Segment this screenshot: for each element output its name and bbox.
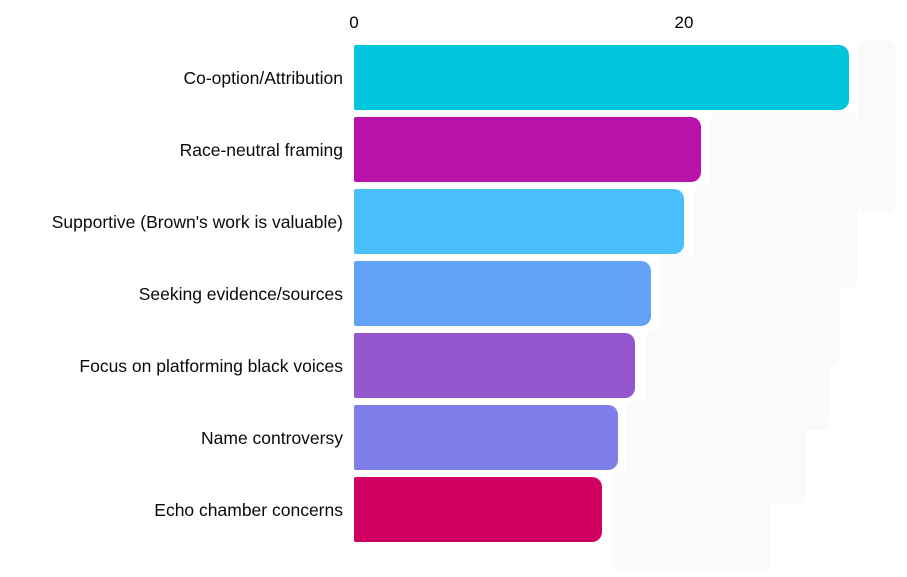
- chart-row: Echo chamber concerns: [0, 477, 907, 542]
- bar: [354, 117, 701, 182]
- background-artifact-step: [858, 40, 896, 213]
- chart-row: Supportive (Brown's work is valuable): [0, 189, 907, 254]
- chart-row: Focus on platforming black voices: [0, 333, 907, 398]
- category-label: Supportive (Brown's work is valuable): [51, 211, 343, 232]
- category-label: Name controversy: [201, 427, 343, 448]
- category-label: Echo chamber concerns: [154, 499, 343, 520]
- x-axis-tick: 20: [674, 13, 694, 32]
- chart-row: Name controversy: [0, 405, 907, 470]
- bar: [354, 333, 635, 398]
- x-axis-tick: 0: [349, 13, 359, 32]
- bar: [354, 45, 849, 110]
- chart-row: Race-neutral framing: [0, 117, 907, 182]
- chart-row: Seeking evidence/sources: [0, 261, 907, 326]
- category-label: Race-neutral framing: [179, 139, 343, 160]
- category-label: Co-option/Attribution: [183, 67, 343, 88]
- bar: [354, 477, 602, 542]
- category-label: Focus on platforming black voices: [79, 355, 343, 376]
- bar: [354, 189, 684, 254]
- bar: [354, 261, 651, 326]
- background-artifact-step: [612, 472, 770, 573]
- category-label: Seeking evidence/sources: [138, 283, 343, 304]
- chart-row: Co-option/Attribution: [0, 45, 907, 110]
- bar: [354, 405, 618, 470]
